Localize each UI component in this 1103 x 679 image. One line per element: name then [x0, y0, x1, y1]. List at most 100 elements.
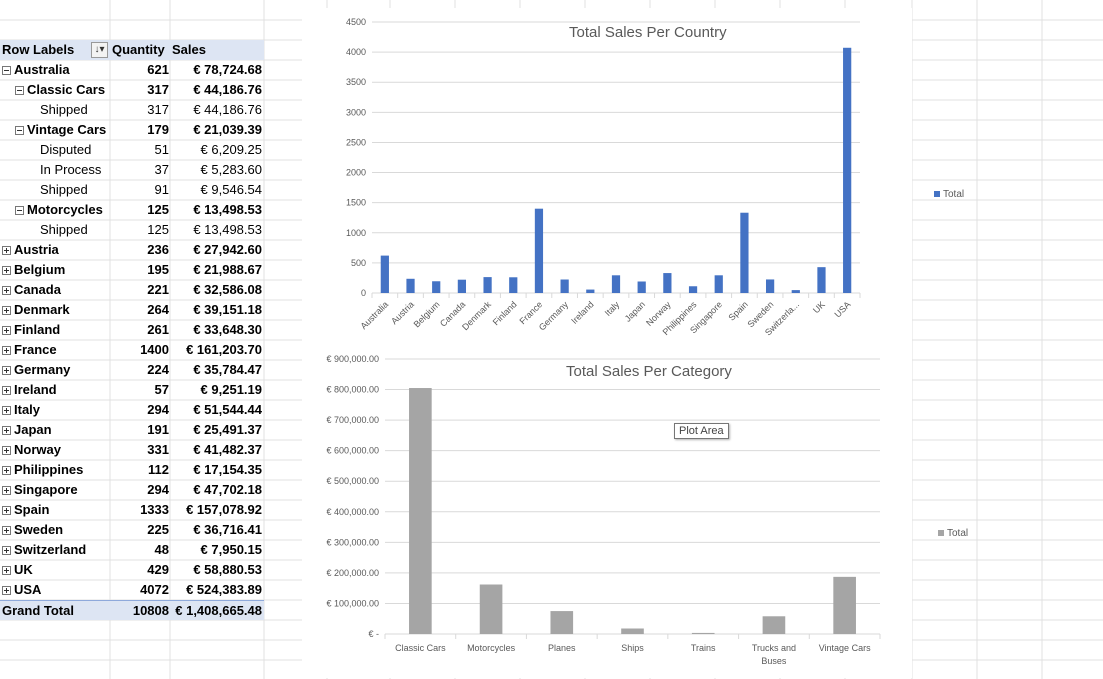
pivot-row-quantity: 91: [154, 182, 169, 197]
expand-icon[interactable]: [2, 386, 11, 395]
x-tick-label: Trains: [691, 643, 716, 653]
pivot-row: USA 4072 € 524,383.89: [0, 580, 264, 600]
pivot-row-quantity: 51: [154, 142, 169, 157]
sort-filter-dropdown-icon[interactable]: ↓▾: [91, 42, 108, 58]
pivot-row-label-text: Vintage Cars: [27, 122, 107, 137]
bar: [457, 279, 467, 293]
pivot-row-quantity: 317: [147, 102, 169, 117]
x-tick-label: Belgium: [412, 299, 442, 329]
collapse-icon[interactable]: [15, 126, 24, 135]
chart-total-sales-per-country[interactable]: 0 500 1000 1500 2000 2500 3000 3500 4000 4500 Aust…: [302, 8, 964, 348]
pivot-row-label: Ireland: [2, 380, 57, 400]
y-tick-label: 4500: [346, 17, 366, 27]
x-tick-label: USA: [832, 299, 852, 319]
expand-icon[interactable]: [2, 586, 11, 595]
category-chart-title: Total Sales Per Category: [566, 363, 732, 380]
pivot-row-label: Japan: [2, 420, 52, 440]
bar: [483, 277, 492, 293]
expand-icon[interactable]: [2, 306, 11, 315]
pivot-row: Norway 331 € 41,482.37: [0, 440, 264, 460]
pivot-row-quantity: 1333: [140, 502, 169, 517]
pivot-row-sales: € 51,544.44: [193, 402, 262, 417]
expand-icon[interactable]: [2, 406, 11, 415]
pivot-row: Motorcycles 125 € 13,498.53: [0, 200, 264, 220]
category-chart-legend: Total: [938, 528, 968, 539]
pivot-row-quantity: 236: [147, 242, 169, 257]
pivot-row-label-text: In Process: [40, 162, 102, 177]
y-tick-label: € 100,000.00: [326, 598, 379, 608]
y-tick-label: € -: [368, 629, 379, 639]
pivot-row-label-text: Japan: [14, 422, 52, 437]
pivot-row: Belgium 195 € 21,988.67: [0, 260, 264, 280]
bar: [765, 279, 775, 293]
expand-icon[interactable]: [2, 326, 11, 335]
country-chart-svg: 0 500 1000 1500 2000 2500 3000 3500 4000 4500 Aust…: [346, 17, 861, 338]
x-tick-label-line: Motorcycles: [467, 643, 516, 653]
expand-icon[interactable]: [2, 346, 11, 355]
country-chart-legend: Total: [934, 189, 964, 200]
pivot-row: Australia 621 € 78,724.68: [0, 60, 264, 80]
pivot-row: Philippines 112 € 17,154.35: [0, 460, 264, 480]
y-tick-label: 0: [361, 288, 366, 298]
bar: [534, 208, 544, 293]
pivot-row-sales: € 39,151.18: [193, 302, 262, 317]
pivot-row: Disputed 51 € 6,209.25: [0, 140, 264, 160]
pivot-row-label: Vintage Cars: [15, 120, 106, 140]
pivot-row-label-text: Italy: [14, 402, 41, 417]
bar: [663, 273, 672, 293]
y-tick-label: € 600,000.00: [326, 446, 379, 456]
expand-icon[interactable]: [2, 526, 11, 535]
expand-icon[interactable]: [2, 486, 11, 495]
y-tick-label: € 400,000.00: [326, 507, 379, 517]
expand-icon[interactable]: [2, 566, 11, 575]
y-tick-label: 1000: [346, 228, 366, 238]
pivot-row: Classic Cars 317 € 44,186.76: [0, 80, 264, 100]
x-tick-label-line: Trucks and: [752, 643, 796, 653]
pivot-row-label-text: Switzerland: [14, 542, 87, 557]
pivot-row-label: Switzerland: [2, 540, 86, 560]
quantity-header: Quantity: [112, 42, 165, 57]
pivot-row-sales: € 33,648.30: [193, 322, 262, 337]
pivot-row-label-text: Ireland: [14, 382, 57, 397]
bar: [380, 255, 389, 293]
collapse-icon[interactable]: [15, 206, 24, 215]
collapse-icon[interactable]: [15, 86, 24, 95]
grand-total-label: Grand Total: [2, 603, 74, 618]
pivot-row-sales: € 5,283.60: [200, 162, 262, 177]
pivot-row-label-text: Denmark: [14, 302, 70, 317]
bar: [843, 47, 852, 293]
x-tick-label: Japan: [623, 299, 647, 323]
grand-total-row: Grand Total 10808 € 1,408,665.48: [0, 600, 264, 620]
pivot-row-label: Singapore: [2, 480, 78, 500]
y-tick-label: 4000: [346, 47, 366, 57]
y-tick-label: 2500: [346, 137, 366, 147]
legend-swatch-gray: [938, 530, 944, 536]
x-tick-label: Ships: [621, 643, 644, 653]
expand-icon[interactable]: [2, 446, 11, 455]
expand-icon[interactable]: [2, 266, 11, 275]
chart-total-sales-per-category[interactable]: € - € 100,000.00 € 200,000.00 € 300,000.00 €…: [302, 348, 968, 678]
country-legend-label: Total: [943, 189, 965, 200]
pivot-row-label: Shipped: [40, 100, 88, 120]
pivot-row: Switzerland 48 € 7,950.15: [0, 540, 264, 560]
expand-icon[interactable]: [2, 506, 11, 515]
y-tick-label: € 300,000.00: [326, 537, 379, 547]
pivot-row: Shipped 317 € 44,186.76: [0, 100, 264, 120]
pivot-row-quantity: 294: [147, 482, 169, 497]
x-tick-label: Classic Cars: [395, 643, 446, 653]
pivot-row-sales: € 25,491.37: [193, 422, 262, 437]
collapse-icon[interactable]: [2, 66, 11, 75]
pivot-table[interactable]: Row Labels ↓▾ Quantity Sales Australia 62…: [0, 40, 264, 620]
sales-header: Sales: [172, 42, 206, 57]
y-tick-label: € 700,000.00: [326, 415, 379, 425]
expand-icon[interactable]: [2, 546, 11, 555]
expand-icon[interactable]: [2, 286, 11, 295]
pivot-row-label: In Process: [40, 160, 101, 180]
expand-icon[interactable]: [2, 466, 11, 475]
expand-icon[interactable]: [2, 366, 11, 375]
pivot-row-label-text: Classic Cars: [27, 82, 106, 97]
expand-icon[interactable]: [2, 426, 11, 435]
expand-icon[interactable]: [2, 246, 11, 255]
pivot-row-sales: € 36,716.41: [193, 522, 262, 537]
y-tick-label: € 900,000.00: [326, 354, 379, 364]
